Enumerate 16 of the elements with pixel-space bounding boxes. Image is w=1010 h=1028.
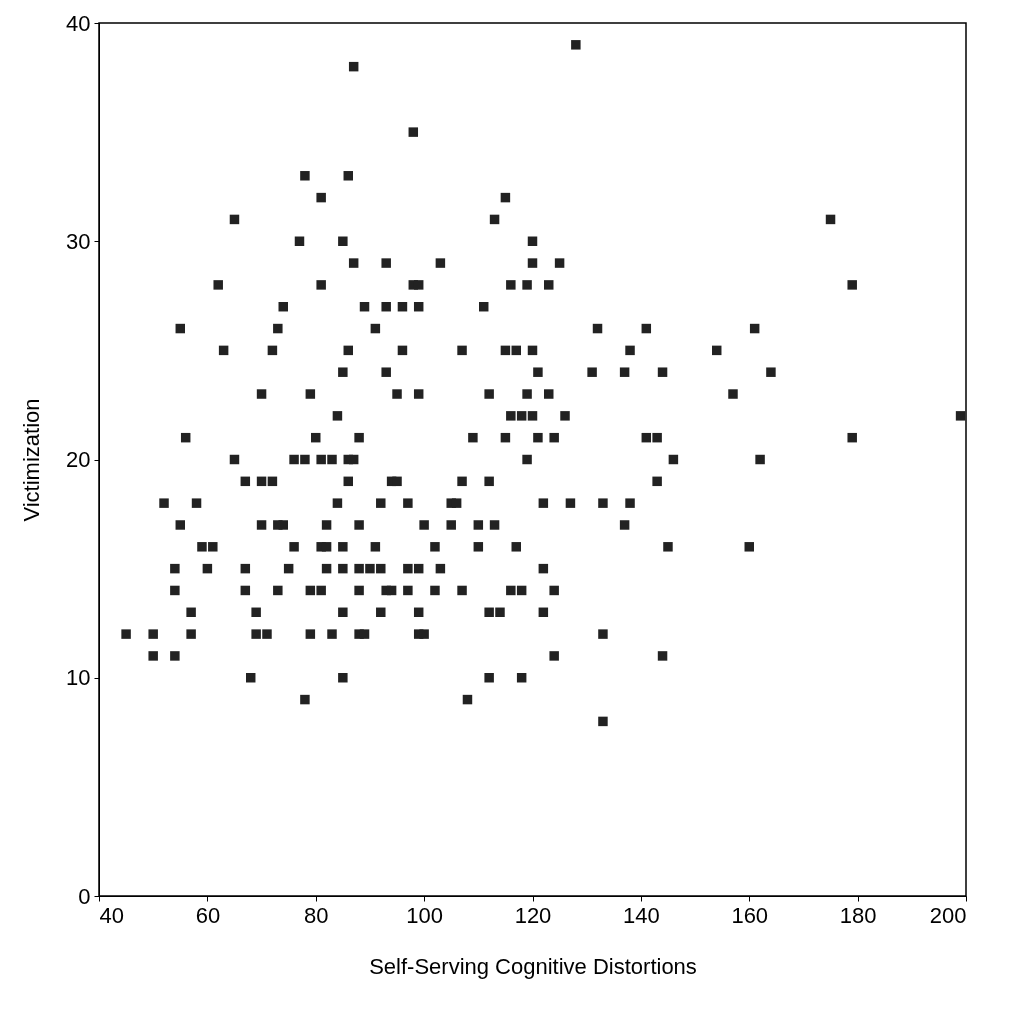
x-tick-label: 100 [406, 902, 443, 928]
x-tick-label: 40 [99, 902, 124, 928]
y-tick-label: 20 [66, 447, 91, 472]
y-tick-label: 10 [66, 665, 91, 691]
x-tick-label: 60 [195, 902, 221, 928]
y-tick-label: 40 [66, 10, 91, 36]
x-tick-label: 180 [839, 902, 877, 928]
y-tick-label: 0 [78, 883, 91, 909]
x-tick-label: 80 [304, 902, 329, 928]
y-axis-title: Victimization [19, 398, 45, 522]
x-axis-title: Self-Serving Cognitive Distortions [369, 953, 697, 979]
x-tick-label: 200 [929, 902, 967, 928]
x-tick-label: 140 [623, 902, 660, 928]
x-tick-label: 160 [731, 902, 769, 928]
x-tick-label: 120 [514, 902, 552, 928]
y-tick-label: 30 [66, 228, 91, 254]
